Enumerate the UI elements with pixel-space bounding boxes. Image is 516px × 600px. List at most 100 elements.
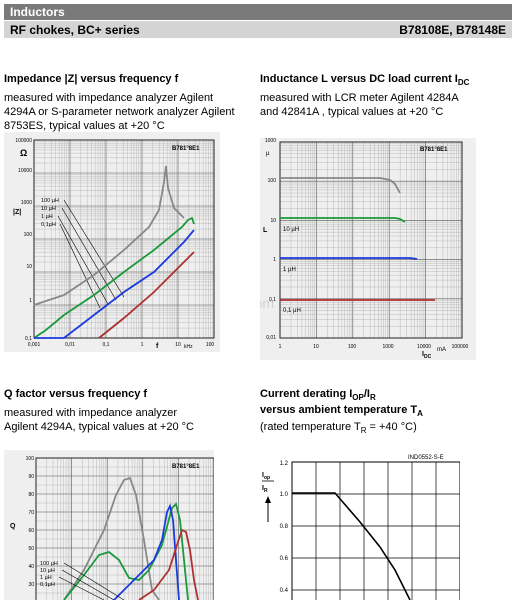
chart4-desc-sub: R <box>360 426 367 436</box>
product-header-bar: RF chokes, BC+ series B78108E, B78148E <box>4 21 512 38</box>
chart3-ytick: 90 <box>28 474 34 480</box>
chart2-curve-label: 10 µH <box>283 227 299 233</box>
chart1-unit: Ω <box>20 148 27 158</box>
impedance-chart: B781°8E1 Ω |Z| f kHz 100 µH 10 µH 1 µH 0… <box>4 132 220 352</box>
chart4-ytick: 0.6 <box>280 556 289 562</box>
chart3-desc: measured with impedance analyzer Agilent… <box>4 406 194 434</box>
chart2-desc-line: and 42841A , typical values at +20 °C <box>260 106 444 118</box>
chart3-ylabel: Q <box>10 523 16 530</box>
chart1-leader <box>57 215 109 305</box>
chart2-desc: measured with LCR meter Agilent 4284A an… <box>260 91 459 119</box>
chart3-ytick: 50 <box>28 546 34 552</box>
chart1-xtick: 10 <box>175 342 181 348</box>
chart3-desc-line: measured with impedance analyzer <box>4 407 178 419</box>
chart1-desc: measured with impedance analyzer Agilent… <box>4 91 235 133</box>
chart4-ytick: 0.8 <box>280 524 289 530</box>
chart1-ylabel: |Z| <box>13 209 21 216</box>
chart4-title-a: Current derating I <box>260 388 353 400</box>
chart2-xtick: 100000 <box>452 344 469 350</box>
chart3-ytick: 100 <box>26 456 35 462</box>
chart1-ytick: 1000 <box>21 200 32 206</box>
chart2-xtick: 1 <box>279 344 282 350</box>
chart1-xtick: 1 <box>141 342 144 348</box>
chart3-legend-item: 10 µH <box>40 568 55 574</box>
chart2-xticks: 1 10 100 1000 10000 100000 <box>279 344 469 350</box>
chart1-xunit: kHz <box>184 344 193 350</box>
chart1-desc-line: 4294A or S-parameter network analyzer Ag… <box>4 106 235 118</box>
chart1-ytick: 10 <box>26 264 32 270</box>
chart4-ytick: 1.2 <box>280 461 289 467</box>
chart2-ytick: 0,1 <box>269 297 276 303</box>
chart3-ytick: 40 <box>28 564 34 570</box>
chart1-ytick: 1 <box>29 298 32 304</box>
current-derating-chart: IND0552-S-E Iop IR 1.2 1.0 0.8 0.6 0.4 <box>262 455 460 600</box>
chart2-ytick: 1000 <box>265 138 276 144</box>
chart2-xlabel: IDC <box>422 351 432 360</box>
chart4-ylabel-top-sub: op <box>264 475 270 481</box>
chart3-title: Q factor versus frequency f <box>4 388 148 400</box>
inductance-curve-100uH <box>280 177 401 194</box>
chart3-leader <box>63 562 125 600</box>
derating-curve <box>292 492 411 600</box>
q-curve-0.1uH <box>138 528 199 600</box>
chart4-ylabel-top-main: I <box>262 472 264 479</box>
chart1-xtick: 100 <box>206 342 215 348</box>
chart2-curve-label: 1 µH <box>283 267 296 273</box>
product-series: RF chokes, BC+ series <box>10 23 140 37</box>
chart3-leader <box>58 576 105 600</box>
section-title: Inductors <box>10 5 65 19</box>
chart4-desc-a: (rated temperature T <box>260 421 361 433</box>
chart1-desc-line: 8753ES, typical values at +20 °C <box>4 120 165 132</box>
impedance-curve-100uH <box>33 165 185 306</box>
chart4-ytick: 0.4 <box>280 588 289 594</box>
chart2-unit: µ <box>266 151 270 157</box>
chart4-tag: IND0552-S-E <box>408 455 444 461</box>
chart1-xticks: 0,001 0,01 0,1 1 10 100 <box>28 342 215 348</box>
chart4-title-mid: /I <box>363 388 370 400</box>
chart2-tag: B781°8E1 <box>420 147 448 153</box>
chart2-xlabel-main: I <box>422 351 424 358</box>
chart4-grid <box>291 461 460 600</box>
chart1-leader <box>63 199 125 298</box>
chart1-xtick: 0,01 <box>65 342 75 348</box>
chart4-desc-end: = +40 °C) <box>366 421 417 433</box>
chart4-title: Current derating IOP/IR versus ambient t… <box>260 388 423 420</box>
chart1-frame <box>33 139 215 339</box>
inductance-curve-10uH <box>280 217 406 223</box>
chart1-xtick: 0,1 <box>103 342 110 348</box>
chart2-title: Inductance L versus DC load current IDC <box>260 73 469 89</box>
inductance-curve-1uH <box>280 257 418 260</box>
chart2-ytick: 1 <box>273 257 276 263</box>
chart1-legend-item: 100 µH <box>41 198 59 204</box>
chart4-desc: (rated temperature TR = +40 °C) <box>260 420 417 438</box>
section-header-bar: Inductors <box>4 4 512 20</box>
chart1-ytick: 100000 <box>15 138 32 144</box>
chart3-yticks: 100 90 80 70 60 50 40 30 <box>26 456 35 588</box>
chart3-ytick: 70 <box>28 510 34 516</box>
chart1-yticks: 100000 10000 1000 100 10 1 0,1 <box>15 138 32 342</box>
chart2-title-sub: DC <box>457 78 470 88</box>
chart4-ylabel-bottom: IR <box>262 485 268 494</box>
chart3-desc-line: Agilent 4294A, typical values at +20 °C <box>4 421 194 433</box>
chart3-tag: B781°8E1 <box>172 464 200 470</box>
chart3-ytick: 80 <box>28 492 34 498</box>
chart2-xtick: 10000 <box>417 344 431 350</box>
chart4-title-line2: versus ambient temperature T <box>260 404 418 417</box>
chart2-ytick: 100 <box>268 178 277 184</box>
chart2-xunit: mA <box>437 347 446 353</box>
chart3-leader <box>61 569 115 600</box>
chart2-xtick: 100 <box>348 344 357 350</box>
chart3-frame <box>35 457 214 600</box>
impedance-curve-0.1uH <box>98 251 195 339</box>
chart4-frame <box>291 461 460 600</box>
chart4-title-line2-sub: A <box>417 409 423 419</box>
chart1-leader <box>59 223 101 309</box>
chart2-curve-label: 0,1 µH <box>283 308 301 314</box>
q-factor-chart: B781°8E1 Q 100 µH 10 µH 1 µH 0,1µH 100 9… <box>4 450 214 600</box>
impedance-curve-1uH <box>34 229 195 339</box>
chart2-xtick: 1000 <box>382 344 393 350</box>
chart4-title-sub1: OP <box>352 393 364 403</box>
chart2-xlabel-sub: DC <box>424 354 432 360</box>
chart2-ytick: 0,01 <box>266 335 276 341</box>
chart1-ytick: 0,1 <box>25 336 32 342</box>
